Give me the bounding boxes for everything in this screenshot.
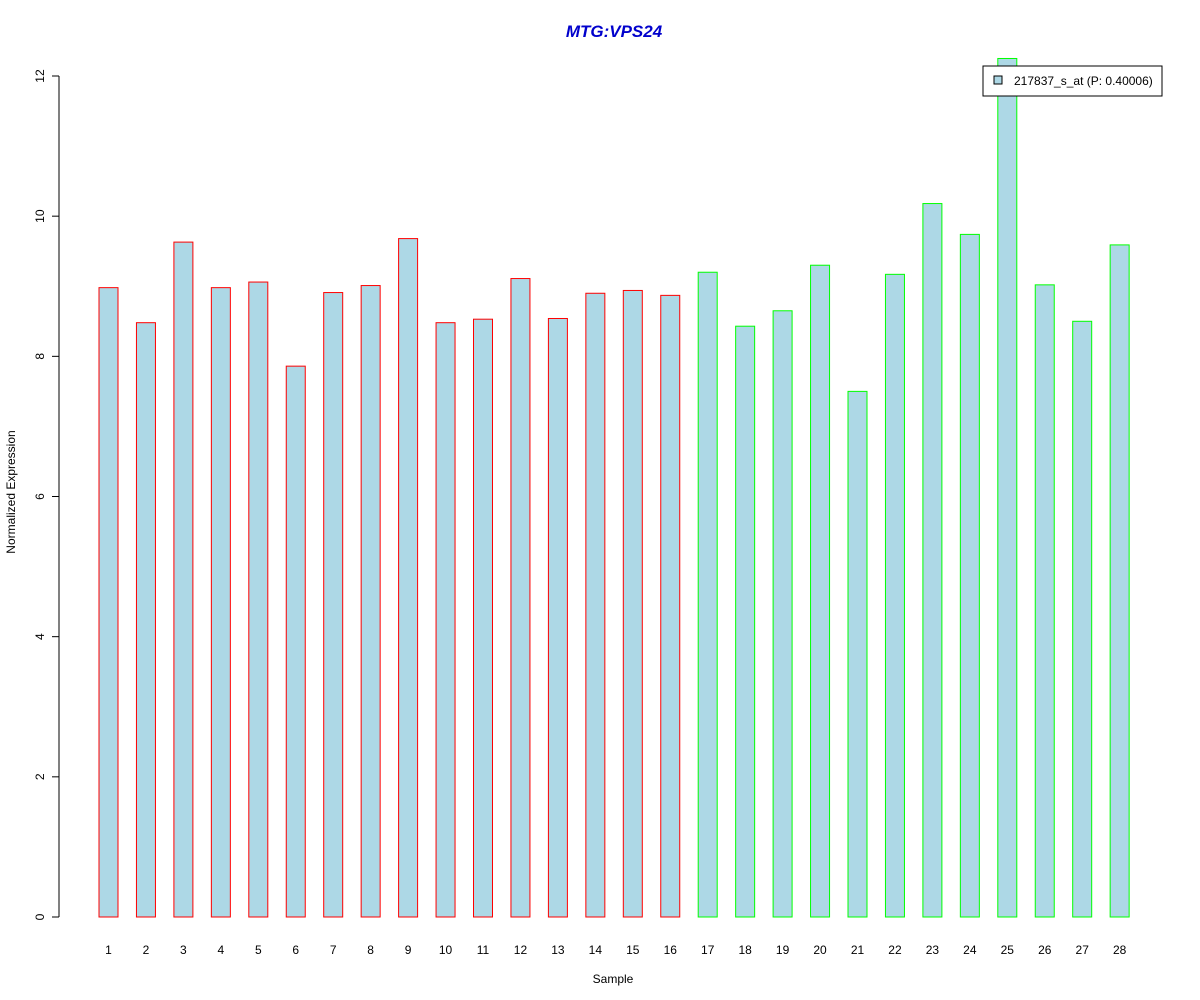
legend-box — [982, 65, 1163, 97]
bar-sample-3 — [173, 241, 194, 918]
x-axis-tick-labels: 1 2 3 4 5 6 7 8 9 10 11 12 13 14 15 16 17 18 19 20 21 22 23 24 2… — [105, 943, 1126, 957]
bar-sample-13 — [547, 317, 568, 918]
y-tick-label: 6 — [33, 493, 47, 500]
legend-swatch — [993, 75, 1003, 85]
x-tick-label: 24 — [963, 943, 977, 957]
x-tick-label: 15 — [626, 943, 640, 957]
x-tick-label: 14 — [589, 943, 603, 957]
legend-entry: 217837_s_at (P: 0.40006) — [1014, 74, 1153, 88]
chart-title: MTG:VPS24 — [566, 22, 663, 41]
bar-sample-21 — [847, 390, 868, 918]
x-tick-label: 17 — [701, 943, 715, 957]
bar-sample-24 — [959, 233, 980, 918]
x-tick-label: 13 — [551, 943, 565, 957]
y-axis-label: Normalized Expression — [4, 430, 18, 553]
bar-sample-28 — [1109, 244, 1130, 918]
x-tick-label: 26 — [1038, 943, 1052, 957]
bar-sample-2 — [135, 322, 156, 918]
x-axis-label: Sample — [593, 972, 634, 986]
bar-sample-14 — [585, 292, 606, 918]
bar-sample-9 — [398, 238, 419, 918]
bar-sample-11 — [473, 318, 493, 918]
bar-sample-18 — [735, 325, 756, 918]
bar-sample-22 — [884, 273, 905, 918]
x-tick-label: 16 — [664, 943, 678, 957]
x-tick-label: 19 — [776, 943, 790, 957]
bar-sample-4 — [210, 287, 231, 918]
bar-sample-25 — [997, 57, 1018, 918]
bar-sample-17 — [697, 271, 718, 918]
bar-sample-7 — [323, 292, 344, 918]
x-tick-label: 10 — [439, 943, 453, 957]
x-tick-label: 28 — [1113, 943, 1127, 957]
x-tick-label: 22 — [888, 943, 902, 957]
x-tick-label: 4 — [218, 943, 225, 957]
y-tick-label: 12 — [33, 69, 47, 83]
bar-sample-15 — [622, 289, 643, 918]
bars — [98, 57, 1130, 918]
x-tick-label: 8 — [367, 943, 374, 957]
bar-sample-27 — [1072, 320, 1093, 918]
bar-sample-20 — [810, 264, 831, 918]
x-tick-label: 27 — [1076, 943, 1090, 957]
y-tick-label: 4 — [33, 633, 47, 640]
bar-sample-8 — [360, 285, 381, 918]
bar-sample-16 — [660, 294, 681, 918]
y-tick-label: 2 — [33, 773, 47, 780]
legend: 217837_s_at (P: 0.40006) — [982, 65, 1163, 97]
bar-sample-5 — [248, 281, 269, 918]
y-tick-label: 10 — [33, 209, 47, 223]
y-tick-label: 0 — [33, 913, 47, 920]
x-tick-label: 2 — [143, 943, 150, 957]
x-tick-label: 18 — [738, 943, 752, 957]
y-axis: 0 2 4 6 8 10 12 — [33, 69, 60, 920]
bar-sample-23 — [922, 203, 943, 918]
bar-sample-1 — [98, 287, 119, 918]
x-tick-label: 23 — [926, 943, 940, 957]
x-tick-label: 3 — [180, 943, 187, 957]
x-tick-label: 5 — [255, 943, 262, 957]
x-tick-label: 9 — [405, 943, 412, 957]
x-tick-label: 21 — [851, 943, 865, 957]
x-tick-label: 6 — [292, 943, 299, 957]
x-tick-label: 12 — [514, 943, 528, 957]
bar-sample-12 — [510, 278, 531, 918]
y-tick-label: 8 — [33, 353, 47, 360]
x-tick-label: 25 — [1001, 943, 1015, 957]
x-tick-label: 20 — [813, 943, 827, 957]
x-tick-label: 11 — [477, 943, 490, 957]
bar-sample-10 — [435, 322, 456, 918]
bar-sample-19 — [772, 310, 793, 918]
bar-sample-6 — [285, 365, 306, 918]
x-tick-label: 7 — [330, 943, 337, 957]
bar-sample-26 — [1034, 284, 1055, 918]
x-tick-label: 1 — [105, 943, 112, 957]
